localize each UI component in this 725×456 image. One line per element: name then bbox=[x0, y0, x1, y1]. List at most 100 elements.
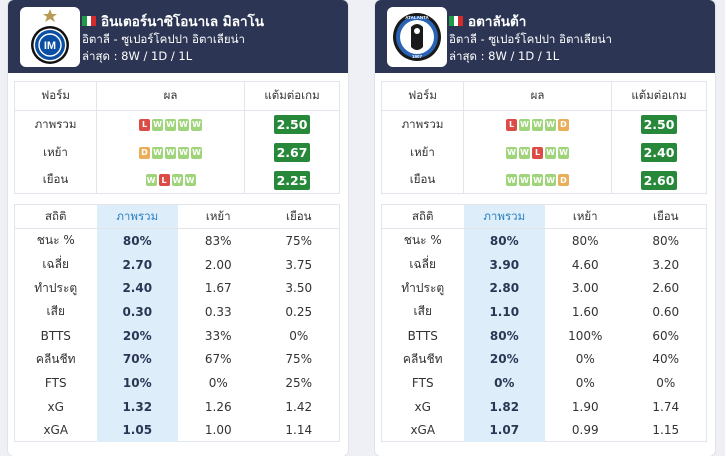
result-pill[interactable]: W bbox=[152, 146, 163, 159]
stat-overall: 0.30 bbox=[96, 300, 178, 324]
stat-away: 1.74 bbox=[652, 399, 680, 414]
stat-away: 75% bbox=[285, 233, 313, 248]
stat-home: 0% bbox=[208, 375, 228, 390]
ppg-cell: 2.50 bbox=[612, 111, 706, 139]
ppg-badge: 2.25 bbox=[274, 170, 310, 190]
result-pill[interactable]: D bbox=[558, 174, 569, 187]
stat-overall: 80% bbox=[96, 229, 178, 253]
result-pill[interactable]: D bbox=[558, 118, 569, 131]
team-name[interactable]: อินเตอร์นาซิโอนาเล มิลาโน bbox=[101, 14, 265, 30]
stat-label: ชนะ % bbox=[36, 233, 75, 248]
result-pill[interactable]: W bbox=[558, 146, 569, 159]
team-name-row: อินเตอร์นาซิโอนาเล มิลาโน bbox=[82, 10, 264, 32]
result-pill[interactable]: W bbox=[178, 118, 189, 131]
stats-row: เฉลี่ย 3.90 4.60 3.20 bbox=[382, 252, 706, 277]
result-pill[interactable]: W bbox=[519, 118, 530, 131]
result-pill[interactable]: W bbox=[191, 118, 202, 131]
stat-col-header: สถิติ bbox=[412, 208, 434, 223]
form-row-away: เยือน W W W W D 2.60 bbox=[382, 166, 706, 195]
stat-label: xGA bbox=[43, 423, 69, 438]
stat-overall: 80% bbox=[463, 229, 545, 253]
result-pill[interactable]: L bbox=[158, 174, 170, 187]
stats-row: เฉลี่ย 2.70 2.00 3.75 bbox=[15, 252, 339, 277]
stat-overall: 0% bbox=[463, 371, 545, 395]
result-pill[interactable]: W bbox=[545, 174, 556, 187]
result-pill[interactable]: D bbox=[139, 146, 150, 159]
atalanta-crest-icon[interactable]: ATALANTA 1907 bbox=[387, 7, 447, 67]
result-pill[interactable]: W bbox=[184, 174, 196, 187]
form-row-overall: ภาพรวม L W W W D 2.50 bbox=[382, 111, 706, 139]
result-pill[interactable]: W bbox=[532, 174, 543, 187]
stat-away: 1.14 bbox=[285, 423, 313, 438]
form-col-header: ฟอร์ม bbox=[382, 82, 464, 110]
result-pill[interactable]: L bbox=[139, 118, 150, 131]
result-pill[interactable]: W bbox=[191, 146, 202, 159]
ppg-cell: 2.67 bbox=[245, 139, 339, 167]
away-col-header: เยือน bbox=[286, 208, 312, 223]
result-pill[interactable]: W bbox=[165, 146, 176, 159]
form-table-header: ฟอร์ม ผล แต้มต่อเกม bbox=[15, 82, 339, 111]
stat-home: 4.60 bbox=[571, 257, 599, 272]
stat-away: 1.15 bbox=[652, 423, 680, 438]
stat-overall: 2.70 bbox=[96, 252, 178, 277]
result-pill[interactable]: W bbox=[545, 118, 556, 131]
form-results: W L W W bbox=[97, 166, 245, 195]
result-pill[interactable]: W bbox=[545, 146, 556, 159]
svg-text:IM: IM bbox=[44, 40, 56, 52]
svg-text:ATALANTA: ATALANTA bbox=[405, 15, 429, 20]
result-pill[interactable]: W bbox=[145, 174, 157, 187]
form-row-label: เหย้า bbox=[382, 138, 464, 167]
away-col-header: เยือน bbox=[653, 208, 679, 223]
stat-away: 60% bbox=[652, 328, 680, 343]
inter-crest-icon[interactable]: IM bbox=[20, 7, 80, 67]
stat-away: 3.75 bbox=[285, 257, 313, 272]
team-header: ATALANTA 1907 อตาลันต้า อิตาลี - ซูเปอร์… bbox=[375, 0, 715, 73]
home-col-header: เหย้า bbox=[205, 208, 231, 223]
result-pill[interactable]: W bbox=[519, 146, 530, 159]
result-pill[interactable]: W bbox=[506, 174, 517, 187]
stat-label: ทำประตู bbox=[401, 280, 445, 295]
stat-home: 1.60 bbox=[571, 304, 599, 319]
stat-away: 80% bbox=[652, 233, 680, 248]
stat-label: เฉลี่ย bbox=[42, 257, 70, 272]
result-col-header: ผล bbox=[97, 82, 245, 110]
stat-away: 75% bbox=[285, 352, 313, 367]
stat-home: 0.99 bbox=[571, 423, 599, 438]
stat-away: 3.20 bbox=[652, 257, 680, 272]
result-col-header: ผล bbox=[464, 82, 612, 110]
stat-overall: 2.40 bbox=[96, 276, 178, 301]
result-pill[interactable]: L bbox=[506, 118, 517, 131]
ppg-cell: 2.50 bbox=[245, 111, 339, 139]
home-col-header: เหย้า bbox=[572, 208, 598, 223]
ppg-badge: 2.50 bbox=[641, 115, 677, 135]
stat-label: เสีย bbox=[46, 304, 65, 319]
stat-home: 0% bbox=[575, 352, 595, 367]
stat-label: เสีย bbox=[413, 304, 432, 319]
team-header: IM อินเตอร์นาซิโอนาเล มิลาโน อิตาลี - ซู… bbox=[8, 0, 348, 73]
team-card-atalanta: ATALANTA 1907 อตาลันต้า อิตาลี - ซูเปอร์… bbox=[375, 0, 715, 456]
result-pill[interactable]: L bbox=[532, 146, 543, 159]
form-row-label: เยือน bbox=[15, 166, 97, 195]
stat-away: 3.50 bbox=[285, 281, 313, 296]
result-pill[interactable]: W bbox=[519, 174, 530, 187]
stats-row: FTS 0% 0% 0% bbox=[382, 371, 706, 395]
stat-home: 80% bbox=[571, 233, 599, 248]
form-row-home: เหย้า D W W W W 2.67 bbox=[15, 138, 339, 167]
result-pill[interactable]: W bbox=[178, 146, 189, 159]
form-results: W W L W W bbox=[464, 138, 612, 167]
stat-home: 2.00 bbox=[204, 257, 232, 272]
result-pill[interactable]: W bbox=[165, 118, 176, 131]
result-pill[interactable]: W bbox=[506, 146, 517, 159]
form-col-header: ฟอร์ม bbox=[15, 82, 97, 110]
stats-row: BTTS 20% 33% 0% bbox=[15, 323, 339, 348]
team-name[interactable]: อตาลันต้า bbox=[468, 14, 527, 30]
result-pill[interactable]: W bbox=[532, 118, 543, 131]
stat-overall: 1.05 bbox=[96, 418, 178, 443]
stat-label: xG bbox=[414, 399, 431, 414]
overall-col-header: ภาพรวม bbox=[96, 205, 178, 228]
stat-home: 33% bbox=[204, 328, 232, 343]
stat-overall: 80% bbox=[463, 323, 545, 348]
form-row-away: เยือน W L W W 2.25 bbox=[15, 166, 339, 195]
result-pill[interactable]: W bbox=[171, 174, 183, 187]
result-pill[interactable]: W bbox=[152, 118, 163, 131]
